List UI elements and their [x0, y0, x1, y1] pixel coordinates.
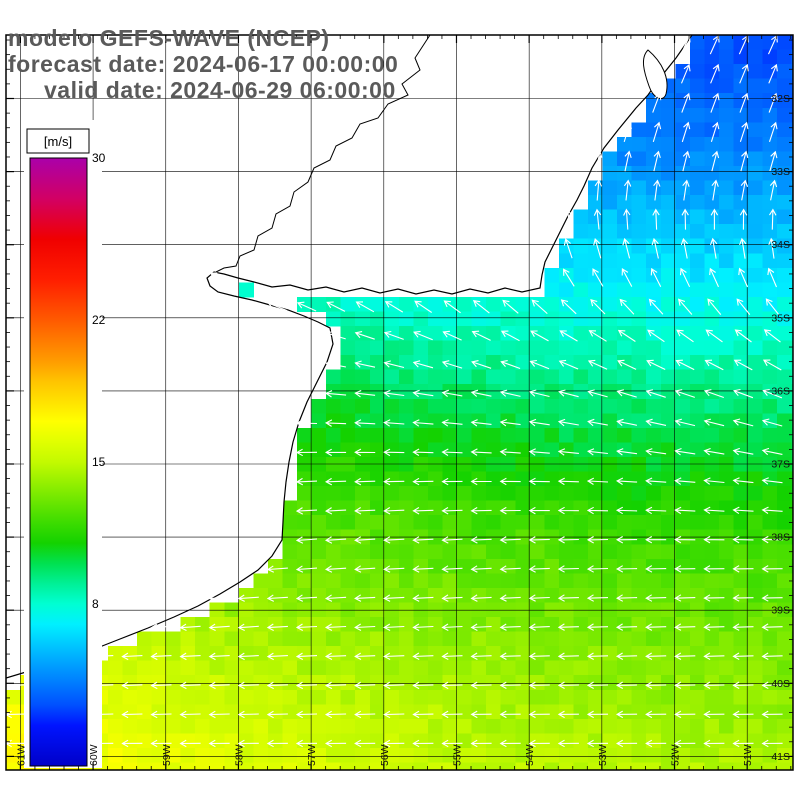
- colorbar-tick-label: 8: [92, 597, 99, 611]
- coastline: [6, 35, 693, 679]
- axis-ticks: [6, 35, 793, 770]
- longitude-label: 61W: [15, 744, 27, 766]
- latitude-label: 32S: [771, 93, 790, 105]
- latitude-label: 33S: [771, 166, 790, 178]
- longitude-label: 53W: [597, 744, 609, 766]
- latitude-labels: 32S 33S 34S 35S 36S 37S 38S 39S 40S 41S: [771, 93, 790, 763]
- model-title: modelo GEFS-WAVE (NCEP): [8, 25, 330, 51]
- longitude-label: 58W: [233, 744, 245, 766]
- colorbar-tick-label: 22: [92, 313, 106, 327]
- wave-speed-field: [6, 35, 793, 770]
- colorbar-unit-label: [m/s]: [44, 134, 72, 149]
- longitude-label: 51W: [742, 744, 754, 766]
- latitude-label: 34S: [771, 239, 790, 251]
- latitude-label: 35S: [771, 312, 790, 324]
- colorbar: [m/s] 30 22 15 8: [24, 120, 106, 768]
- river-line: [215, 35, 431, 273]
- colorbar-gradient: [29, 157, 88, 767]
- colorbar-tick-label: 15: [92, 455, 106, 469]
- land-mask: [6, 35, 692, 678]
- valid-date-line: valid date: 2024-06-29 06:00:00: [44, 77, 396, 103]
- forecast-date-line: forecast date: 2024-06-17 00:00:00: [8, 51, 399, 77]
- latitude-label: 41S: [771, 751, 790, 763]
- title-block: modelo GEFS-WAVE (NCEP) forecast date: 2…: [8, 25, 398, 103]
- longitude-label: 59W: [161, 744, 173, 766]
- map-frame: [5, 34, 794, 771]
- wave-direction-arrows: [6, 35, 783, 748]
- longitude-label: 60W: [88, 744, 100, 766]
- latitude-label: 37S: [771, 459, 790, 471]
- colorbar-tick-label: 30: [92, 151, 106, 165]
- latitude-label: 39S: [771, 605, 790, 617]
- colorbar-unit-box: [26, 128, 90, 154]
- latitude-label: 40S: [771, 678, 790, 690]
- latitude-label: 36S: [771, 385, 790, 397]
- longitude-label: 52W: [670, 744, 682, 766]
- longitude-label: 57W: [306, 744, 318, 766]
- longitude-label: 54W: [524, 744, 536, 766]
- longitude-label: 56W: [379, 744, 391, 766]
- latitude-label: 38S: [771, 532, 790, 544]
- longitude-label: 55W: [451, 744, 463, 766]
- longitude-labels: 61W 60W 59W 58W 57W 56W 55W 54W 53W 52W 51W: [15, 744, 754, 766]
